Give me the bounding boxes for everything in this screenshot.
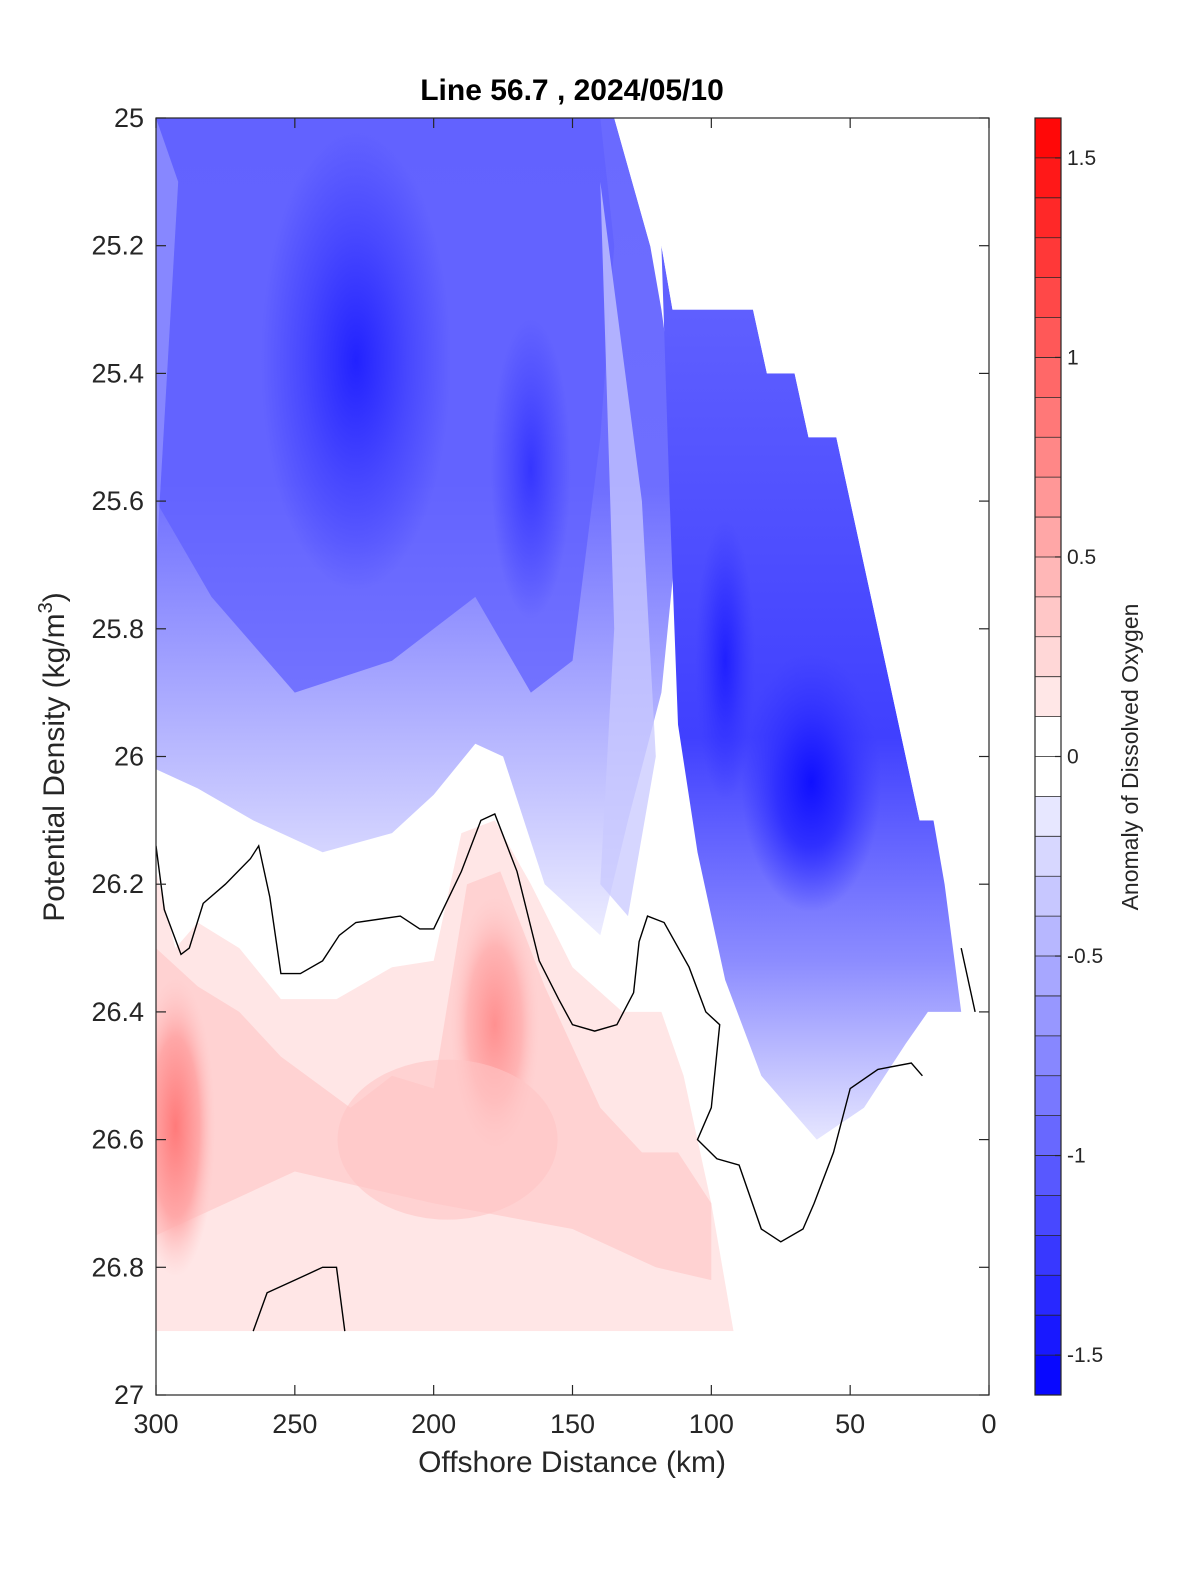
colorbar-tick-label: 0 xyxy=(1067,746,1079,769)
zero-contour-line-deep xyxy=(252,1266,346,1332)
no-data-bottom xyxy=(156,1331,989,1395)
colorbar-label: Anomaly of Dissolved Oxygen xyxy=(1117,604,1143,911)
y-tick-label: 26.6 xyxy=(91,1125,144,1155)
y-tick-label: 26.8 xyxy=(91,1252,144,1282)
x-tick-label: 0 xyxy=(981,1409,996,1439)
light-channel-130 xyxy=(600,181,656,917)
zero-contour-line-nearshore xyxy=(960,947,976,1013)
y-tick-label: 26 xyxy=(114,742,144,772)
colorbar-segment xyxy=(1035,1355,1061,1396)
colorbar-segment xyxy=(1035,118,1061,159)
positive-core-west xyxy=(156,976,216,1277)
x-axis: 300 250 200 150 100 50 0 xyxy=(133,118,997,1439)
colorbar: 1.5 1 0.5 0 -0.5 -1 -1.5 xyxy=(1034,117,1103,1396)
negative-core-95 xyxy=(695,520,756,801)
y-axis-label: Potential Density (kg/m3) xyxy=(35,592,71,922)
colorbar-segment xyxy=(1035,596,1061,638)
colorbar-segment xyxy=(1035,277,1061,319)
colorbar-segment xyxy=(1035,397,1061,438)
colorbar-tick-label: -0.5 xyxy=(1067,945,1103,968)
colorbar-tick-label: -1.5 xyxy=(1067,1344,1103,1367)
x-tick-label: 100 xyxy=(689,1409,734,1439)
colorbar-segment xyxy=(1035,197,1061,239)
y-axis: 25 25.2 25.4 25.6 25.8 26 26.2 26.4 26.6 26.8 27 xyxy=(91,103,989,1410)
y-tick-label: 27 xyxy=(114,1380,144,1410)
x-tick-label: 50 xyxy=(835,1409,865,1439)
colorbar-segment xyxy=(1035,157,1061,199)
y-tick-label: 25.6 xyxy=(91,486,144,516)
colorbar-tick-label: 1.5 xyxy=(1067,147,1096,170)
positive-band-inner xyxy=(156,871,712,1281)
colorbar-tick-label: 1 xyxy=(1067,346,1079,369)
colorbar-segment xyxy=(1035,836,1061,877)
colorbar-segment xyxy=(1035,517,1061,558)
colorbar-segment xyxy=(1035,716,1061,757)
x-tick-label: 250 xyxy=(272,1409,317,1439)
anomaly-field xyxy=(156,118,989,1395)
colorbar-segment xyxy=(1035,237,1061,279)
positive-core-mid xyxy=(337,1059,558,1220)
negative-core-165 xyxy=(490,319,571,620)
colorbar-segment xyxy=(1035,1115,1061,1157)
colorbar-segment xyxy=(1035,956,1061,997)
colorbar-segment xyxy=(1035,676,1061,718)
negative-core-60 xyxy=(741,652,882,913)
y-tick-label: 25 xyxy=(114,103,144,133)
colorbar-segment xyxy=(1035,357,1061,398)
colorbar-segment xyxy=(1035,636,1061,678)
negative-edge-west xyxy=(156,118,179,565)
colorbar-segment xyxy=(1035,1315,1061,1356)
y-tick-label: 26.2 xyxy=(91,869,144,899)
colorbar-tick-label: -1 xyxy=(1067,1145,1086,1168)
x-tick-label: 200 xyxy=(411,1409,456,1439)
colorbar-segment xyxy=(1035,477,1061,518)
colorbar-segment xyxy=(1035,1075,1061,1117)
negative-core-230 xyxy=(260,130,451,591)
chart-title: Line 56.7 , 2024/05/10 xyxy=(420,74,724,107)
colorbar-segment xyxy=(1035,1155,1061,1196)
x-axis-label: Offshore Distance (km) xyxy=(418,1446,726,1479)
colorbar-segment xyxy=(1035,437,1061,478)
x-tick-label: 150 xyxy=(550,1409,595,1439)
zero-contour-line xyxy=(156,813,923,1243)
y-tick-label: 25.2 xyxy=(91,231,144,261)
colorbar-segment xyxy=(1035,876,1061,917)
colorbar-segment xyxy=(1035,1275,1061,1316)
colorbar-segment xyxy=(1035,796,1061,837)
colorbar-segment xyxy=(1035,1195,1061,1236)
colorbar-segment xyxy=(1035,556,1061,598)
y-tick-label: 26.4 xyxy=(91,997,144,1027)
colorbar-segment xyxy=(1035,756,1061,797)
colorbar-segment xyxy=(1035,1235,1061,1276)
colorbar-tick-label: 0.5 xyxy=(1067,546,1096,569)
colorbar-segment xyxy=(1035,317,1061,358)
x-tick-label: 300 xyxy=(133,1409,178,1439)
colorbar-segment xyxy=(1035,1035,1061,1077)
no-data-area xyxy=(614,118,989,1012)
plot-area xyxy=(156,118,989,1395)
y-tick-label: 25.8 xyxy=(91,614,144,644)
colorbar-segment xyxy=(1035,995,1061,1037)
colorbar-segment xyxy=(1035,916,1061,957)
y-tick-label: 25.4 xyxy=(91,358,144,388)
